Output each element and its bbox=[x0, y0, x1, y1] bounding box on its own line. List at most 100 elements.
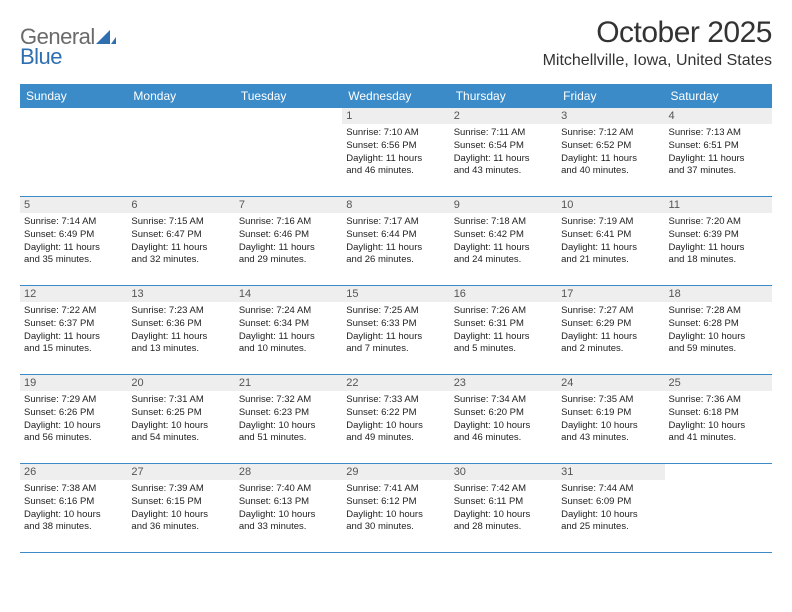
day-number: 9 bbox=[450, 197, 557, 213]
weekday-header: Thursday bbox=[450, 84, 557, 108]
day-details: Sunrise: 7:34 AMSunset: 6:20 PMDaylight:… bbox=[454, 394, 553, 445]
day-cell: 15 Sunrise: 7:25 AMSunset: 6:33 PMDayligh… bbox=[342, 286, 449, 374]
day-number: 13 bbox=[127, 286, 234, 302]
day-details: Sunrise: 7:12 AMSunset: 6:52 PMDaylight:… bbox=[561, 127, 660, 178]
day-cell: 26 Sunrise: 7:38 AMSunset: 6:16 PMDayligh… bbox=[20, 464, 127, 552]
day-cell: 30 Sunrise: 7:42 AMSunset: 6:11 PMDayligh… bbox=[450, 464, 557, 552]
week-row: 26 Sunrise: 7:38 AMSunset: 6:16 PMDayligh… bbox=[20, 464, 772, 553]
day-details: Sunrise: 7:36 AMSunset: 6:18 PMDaylight:… bbox=[669, 394, 768, 445]
weekday-header: Friday bbox=[557, 84, 664, 108]
day-details: Sunrise: 7:25 AMSunset: 6:33 PMDaylight:… bbox=[346, 305, 445, 356]
day-cell: 17 Sunrise: 7:27 AMSunset: 6:29 PMDayligh… bbox=[557, 286, 664, 374]
day-number: 31 bbox=[557, 464, 664, 480]
weekday-header: Wednesday bbox=[342, 84, 449, 108]
week-row: ...1Sunrise: 7:10 AMSunset: 6:56 PMDayli… bbox=[20, 108, 772, 197]
day-cell: 11Sunrise: 7:20 AMSunset: 6:39 PMDayligh… bbox=[665, 197, 772, 285]
day-number: 2 bbox=[450, 108, 557, 124]
weeks-container: ...1Sunrise: 7:10 AMSunset: 6:56 PMDayli… bbox=[20, 108, 772, 553]
day-details: Sunrise: 7:11 AMSunset: 6:54 PMDaylight:… bbox=[454, 127, 553, 178]
calendar-grid: SundayMondayTuesdayWednesdayThursdayFrid… bbox=[20, 84, 772, 553]
day-cell: 31 Sunrise: 7:44 AMSunset: 6:09 PMDayligh… bbox=[557, 464, 664, 552]
day-details: Sunrise: 7:38 AMSunset: 6:16 PMDaylight:… bbox=[24, 483, 123, 534]
day-number: 15 bbox=[342, 286, 449, 302]
day-number: 8 bbox=[342, 197, 449, 213]
day-cell: 1 Sunrise: 7:10 AMSunset: 6:56 PMDaylight… bbox=[342, 108, 449, 196]
day-cell: . bbox=[665, 464, 772, 552]
weekday-header: Saturday bbox=[665, 84, 772, 108]
weekday-header-row: SundayMondayTuesdayWednesdayThursdayFrid… bbox=[20, 84, 772, 108]
day-details: Sunrise: 7:29 AMSunset: 6:26 PMDaylight:… bbox=[24, 394, 123, 445]
day-details: Sunrise: 7:40 AMSunset: 6:13 PMDaylight:… bbox=[239, 483, 338, 534]
day-details: Sunrise: 7:14 AMSunset: 6:49 PMDaylight:… bbox=[24, 216, 123, 267]
day-details: Sunrise: 7:42 AMSunset: 6:11 PMDaylight:… bbox=[454, 483, 553, 534]
week-row: 19 Sunrise: 7:29 AMSunset: 6:26 PMDayligh… bbox=[20, 375, 772, 464]
day-number: 10 bbox=[557, 197, 664, 213]
sail-icon bbox=[96, 31, 116, 48]
day-details: Sunrise: 7:31 AMSunset: 6:25 PMDaylight:… bbox=[131, 394, 230, 445]
day-number: 17 bbox=[557, 286, 664, 302]
day-number: 3 bbox=[557, 108, 664, 124]
day-cell: 25 Sunrise: 7:36 AMSunset: 6:18 PMDayligh… bbox=[665, 375, 772, 463]
day-cell: 9Sunrise: 7:18 AMSunset: 6:42 PMDaylight… bbox=[450, 197, 557, 285]
day-cell: 28 Sunrise: 7:40 AMSunset: 6:13 PMDayligh… bbox=[235, 464, 342, 552]
day-details: Sunrise: 7:26 AMSunset: 6:31 PMDaylight:… bbox=[454, 305, 553, 356]
day-cell: 21Sunrise: 7:32 AMSunset: 6:23 PMDayligh… bbox=[235, 375, 342, 463]
day-details: Sunrise: 7:10 AMSunset: 6:56 PMDaylight:… bbox=[346, 127, 445, 178]
day-details: Sunrise: 7:20 AMSunset: 6:39 PMDaylight:… bbox=[669, 216, 768, 267]
weekday-header: Sunday bbox=[20, 84, 127, 108]
day-number: 14 bbox=[235, 286, 342, 302]
day-cell: 24Sunrise: 7:35 AMSunset: 6:19 PMDayligh… bbox=[557, 375, 664, 463]
day-details: Sunrise: 7:41 AMSunset: 6:12 PMDaylight:… bbox=[346, 483, 445, 534]
page-header: General Blue October 2025 Mitchellville,… bbox=[20, 16, 772, 76]
day-details: Sunrise: 7:33 AMSunset: 6:22 PMDaylight:… bbox=[346, 394, 445, 445]
day-details: Sunrise: 7:22 AMSunset: 6:37 PMDaylight:… bbox=[24, 305, 123, 356]
title-block: October 2025 Mitchellville, Iowa, United… bbox=[543, 16, 772, 70]
day-cell: 3 Sunrise: 7:12 AMSunset: 6:52 PMDaylight… bbox=[557, 108, 664, 196]
logo-word: General Blue bbox=[20, 24, 116, 76]
day-details: Sunrise: 7:39 AMSunset: 6:15 PMDaylight:… bbox=[131, 483, 230, 534]
day-number: 30 bbox=[450, 464, 557, 480]
day-details: Sunrise: 7:19 AMSunset: 6:41 PMDaylight:… bbox=[561, 216, 660, 267]
day-details: Sunrise: 7:16 AMSunset: 6:46 PMDaylight:… bbox=[239, 216, 338, 267]
day-cell: 19 Sunrise: 7:29 AMSunset: 6:26 PMDayligh… bbox=[20, 375, 127, 463]
day-details: Sunrise: 7:13 AMSunset: 6:51 PMDaylight:… bbox=[669, 127, 768, 178]
day-number: 23 bbox=[450, 375, 557, 391]
weekday-header: Monday bbox=[127, 84, 234, 108]
day-number: 22 bbox=[342, 375, 449, 391]
week-row: 12Sunrise: 7:22 AMSunset: 6:37 PMDayligh… bbox=[20, 286, 772, 375]
week-row: 5 Sunrise: 7:14 AMSunset: 6:49 PMDaylight… bbox=[20, 197, 772, 286]
day-cell: 14Sunrise: 7:24 AMSunset: 6:34 PMDayligh… bbox=[235, 286, 342, 374]
day-cell: 8Sunrise: 7:17 AMSunset: 6:44 PMDaylight… bbox=[342, 197, 449, 285]
day-number: 24 bbox=[557, 375, 664, 391]
day-number: 25 bbox=[665, 375, 772, 391]
day-cell: 22 Sunrise: 7:33 AMSunset: 6:22 PMDayligh… bbox=[342, 375, 449, 463]
day-cell: 13 Sunrise: 7:23 AMSunset: 6:36 PMDayligh… bbox=[127, 286, 234, 374]
day-cell: 27Sunrise: 7:39 AMSunset: 6:15 PMDayligh… bbox=[127, 464, 234, 552]
day-cell: 4 Sunrise: 7:13 AMSunset: 6:51 PMDaylight… bbox=[665, 108, 772, 196]
day-number: 26 bbox=[20, 464, 127, 480]
day-cell: . bbox=[127, 108, 234, 196]
day-number: 1 bbox=[342, 108, 449, 124]
day-cell: . bbox=[20, 108, 127, 196]
day-number: 7 bbox=[235, 197, 342, 213]
day-cell: . bbox=[235, 108, 342, 196]
logo-text-blue: Blue bbox=[20, 44, 62, 69]
day-number: 28 bbox=[235, 464, 342, 480]
logo: General Blue bbox=[20, 16, 116, 76]
day-number: 29 bbox=[342, 464, 449, 480]
day-cell: 18Sunrise: 7:28 AMSunset: 6:28 PMDayligh… bbox=[665, 286, 772, 374]
day-number: 6 bbox=[127, 197, 234, 213]
day-cell: 16Sunrise: 7:26 AMSunset: 6:31 PMDayligh… bbox=[450, 286, 557, 374]
day-cell: 7 Sunrise: 7:16 AMSunset: 6:46 PMDaylight… bbox=[235, 197, 342, 285]
day-cell: 5 Sunrise: 7:14 AMSunset: 6:49 PMDaylight… bbox=[20, 197, 127, 285]
weekday-header: Tuesday bbox=[235, 84, 342, 108]
day-details: Sunrise: 7:27 AMSunset: 6:29 PMDaylight:… bbox=[561, 305, 660, 356]
day-number: 18 bbox=[665, 286, 772, 302]
day-number: 4 bbox=[665, 108, 772, 124]
day-number: 19 bbox=[20, 375, 127, 391]
page-title: October 2025 bbox=[543, 16, 772, 50]
day-details: Sunrise: 7:44 AMSunset: 6:09 PMDaylight:… bbox=[561, 483, 660, 534]
day-cell: 2 Sunrise: 7:11 AMSunset: 6:54 PMDaylight… bbox=[450, 108, 557, 196]
day-number: 5 bbox=[20, 197, 127, 213]
day-details: Sunrise: 7:23 AMSunset: 6:36 PMDaylight:… bbox=[131, 305, 230, 356]
